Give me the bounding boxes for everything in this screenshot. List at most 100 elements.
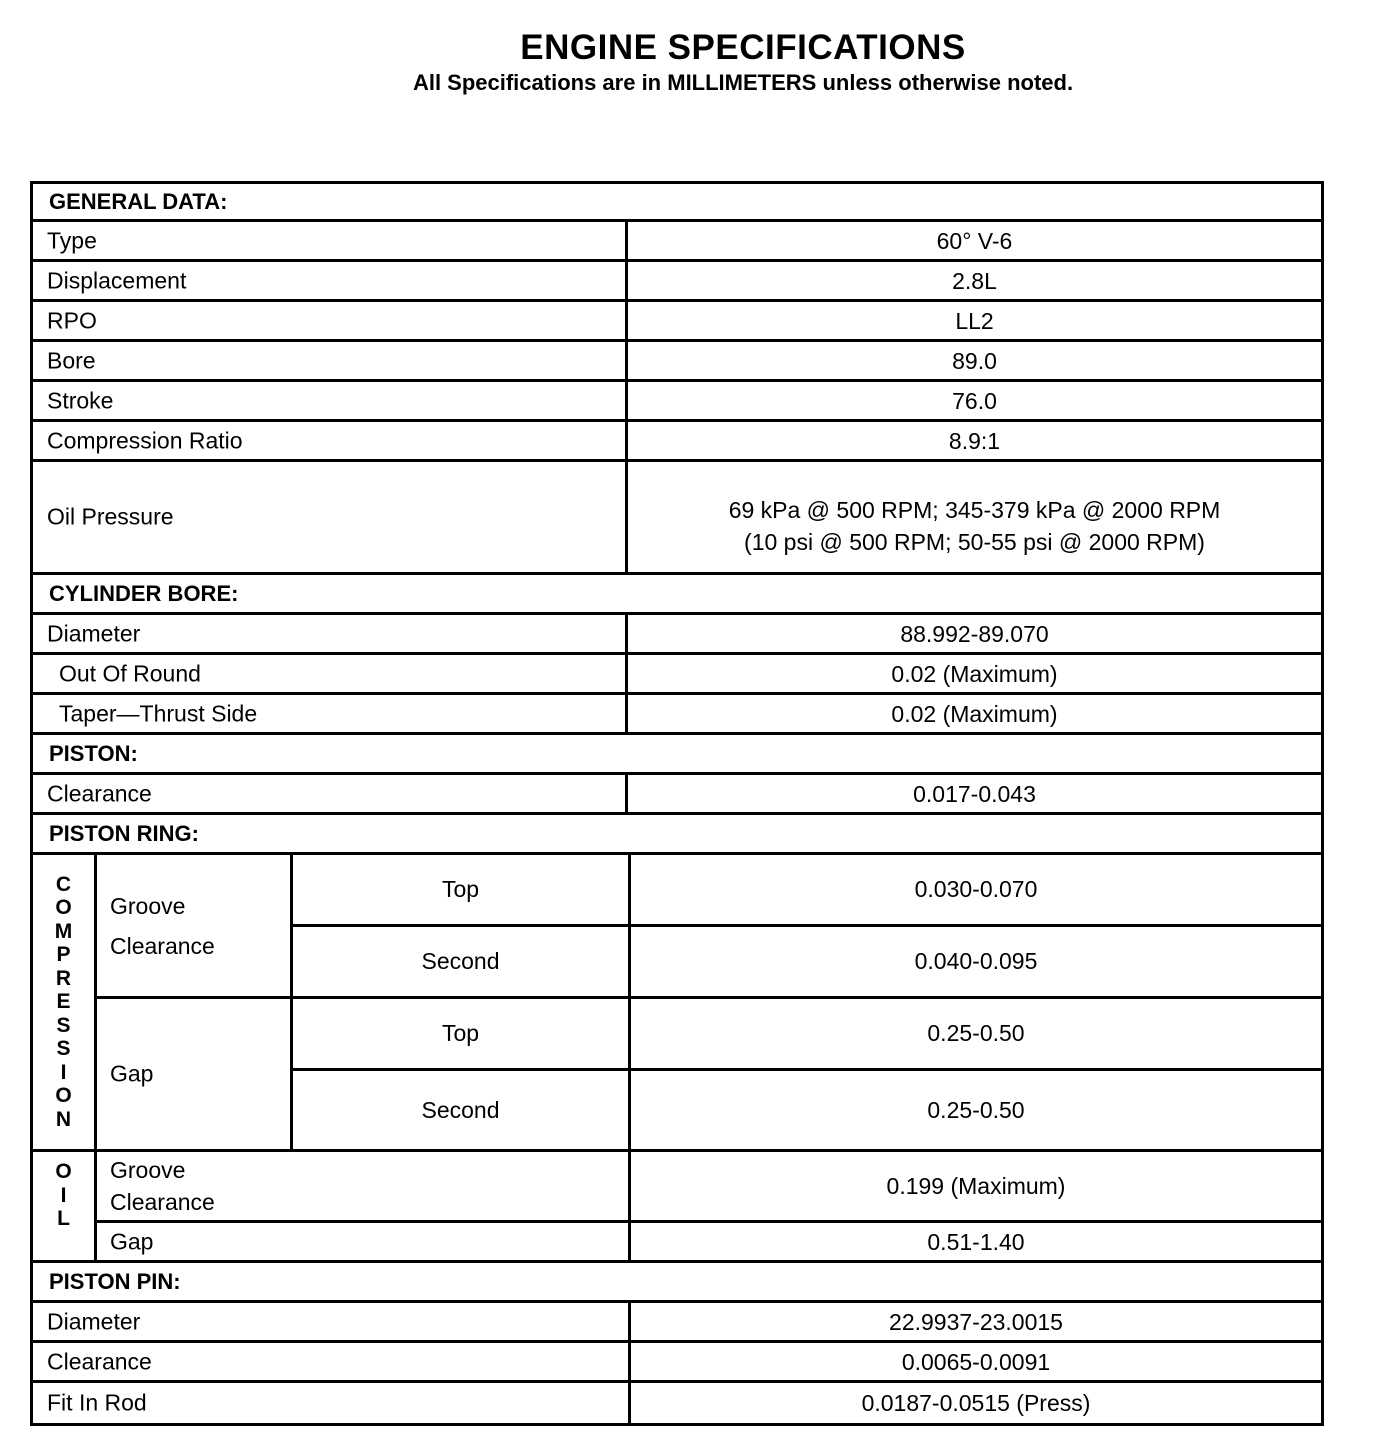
value-text: 88.992-89.070 <box>900 620 1049 647</box>
row-value: 0.25-0.50 <box>628 1071 1321 1152</box>
row-value: 88.992-89.070 <box>625 615 1321 652</box>
value-text: 0.51-1.40 <box>927 1228 1025 1255</box>
row-label: Out Of Round <box>59 660 201 686</box>
row-label: Stroke <box>47 387 114 413</box>
row-value: 0.25-0.50 <box>628 999 1321 1071</box>
table-row: Out Of Round 0.02 (Maximum) <box>33 655 1321 695</box>
section-header-piston-pin: PISTON PIN: <box>33 1263 1321 1303</box>
table-row: Clearance 0.0065-0.0091 <box>33 1343 1321 1383</box>
value-text: 60° V-6 <box>936 227 1013 254</box>
row-label: Type <box>47 227 97 253</box>
row-value: 2.8L <box>625 262 1321 299</box>
row-value: 0.51-1.40 <box>628 1223 1321 1260</box>
row-label: Fit In Rod <box>47 1389 147 1416</box>
vertical-letter: P <box>56 943 71 967</box>
label-text: Groove Clearance <box>110 1154 215 1218</box>
vertical-letter: O <box>55 896 72 920</box>
section-header-general: GENERAL DATA: <box>33 184 1321 222</box>
section-title: CYLINDER BORE: <box>49 580 239 606</box>
value-text: 0.199 (Maximum) <box>886 1173 1066 1199</box>
row-value: 0.040-0.095 <box>628 927 1321 999</box>
row-value: 89.0 <box>625 342 1321 379</box>
vertical-letter: L <box>57 1207 70 1230</box>
value-text-psi: (10 psi @ 500 RPM; 50-55 psi @ 2000 RPM) <box>744 529 1205 555</box>
vertical-letter: I <box>60 1183 67 1207</box>
table-row: Type 60° V-6 <box>33 222 1321 262</box>
row-label: Clearance <box>47 1348 152 1374</box>
vertical-letter: N <box>55 1107 72 1131</box>
row-label: Taper—Thrust Side <box>59 700 258 726</box>
row-label: Diameter <box>47 1308 141 1334</box>
row-value: 0.02 (Maximum) <box>625 695 1321 732</box>
table-row: Displacement 2.8L <box>33 262 1321 302</box>
vertical-letter: M <box>54 919 73 943</box>
page-subtitle: All Specifications are in MILLIMETERS un… <box>412 70 1074 95</box>
spec-table: GENERAL DATA: Type 60° V-6 Displacement 2.… <box>30 181 1324 1426</box>
section-title: PISTON RING: <box>49 820 199 846</box>
section-title: PISTON: <box>49 740 138 766</box>
gap-label: Gap <box>97 999 293 1152</box>
table-row: Compression Ratio 8.9:1 <box>33 422 1321 462</box>
value-text: 8.9:1 <box>948 427 1001 454</box>
row-value: 76.0 <box>625 382 1321 419</box>
row-label: Bore <box>47 347 96 373</box>
value-text: 0.0187-0.0515 (Press) <box>861 1390 1091 1416</box>
row-value: 0.030-0.070 <box>628 855 1321 927</box>
ring-position: Second <box>293 1071 628 1152</box>
row-value: 0.017-0.043 <box>625 775 1321 812</box>
table-row: Bore 89.0 <box>33 342 1321 382</box>
groove-clearance-label: Groove Clearance <box>97 855 293 999</box>
table-row: Fit In Rod 0.0187-0.0515 (Press) <box>33 1383 1321 1423</box>
label-text: Gap <box>110 1060 154 1087</box>
vertical-letter: C <box>55 872 72 896</box>
section-header-cylinder-bore: CYLINDER BORE: <box>33 575 1321 615</box>
row-value: 0.02 (Maximum) <box>625 655 1321 692</box>
row-value: 22.9937-23.0015 <box>628 1303 1321 1340</box>
value-text: 22.9937-23.0015 <box>889 1308 1063 1335</box>
label-line: Groove <box>110 1157 186 1183</box>
section-title: PISTON PIN: <box>49 1268 181 1294</box>
value-text: 0.02 (Maximum) <box>891 660 1058 687</box>
label-text: Gap <box>110 1228 154 1254</box>
table-row: Taper—Thrust Side 0.02 (Maximum) <box>33 695 1321 735</box>
table-row: Diameter 88.992-89.070 <box>33 615 1321 655</box>
row-label: Oil Pressure <box>47 503 174 530</box>
vertical-letter: R <box>55 966 72 990</box>
label-text: Groove Clearance <box>110 886 215 966</box>
value-text: 0.02 (Maximum) <box>891 700 1058 727</box>
page-title: ENGINE SPECIFICATIONS <box>520 28 966 67</box>
table-row: Groove Clearance 0.199 (Maximum) <box>97 1152 1321 1223</box>
section-header-piston: PISTON: <box>33 735 1321 775</box>
table-row: Stroke 76.0 <box>33 382 1321 422</box>
row-value: 69 kPa @ 500 RPM; 345-379 kPa @ 2000 RPM… <box>625 462 1321 572</box>
vertical-letter: S <box>56 1037 71 1061</box>
row-value: 0.199 (Maximum) <box>628 1152 1321 1220</box>
vertical-letter: S <box>56 1013 71 1037</box>
row-label: RPO <box>47 307 97 333</box>
ring-position: Top <box>293 855 628 927</box>
table-row: Diameter 22.9937-23.0015 <box>33 1303 1321 1343</box>
row-value: LL2 <box>625 302 1321 339</box>
label-line: Clearance <box>110 932 215 959</box>
ring-position: Second <box>293 927 628 999</box>
row-label: Diameter <box>47 620 141 646</box>
row-label: Compression Ratio <box>47 427 243 453</box>
value-text: 69 kPa @ 500 RPM; 345-379 kPa @ 2000 RPM <box>728 497 1221 523</box>
value-text: 0.017-0.043 <box>913 780 1036 807</box>
table-row: Oil Pressure 69 kPa @ 500 RPM; 345-379 kP… <box>33 462 1321 575</box>
row-value: 0.0065-0.0091 <box>628 1343 1321 1380</box>
value-text: 0.0065-0.0091 <box>901 1348 1051 1375</box>
value-text: LL2 <box>955 307 994 334</box>
value-text: 76.0 <box>952 387 997 414</box>
vertical-letter: O <box>55 1160 72 1183</box>
ring-position: Top <box>293 999 628 1071</box>
vertical-letter: I <box>60 1060 67 1084</box>
section-header-piston-ring: PISTON RING: <box>33 815 1321 855</box>
table-row: Gap 0.51-1.40 <box>97 1223 1321 1263</box>
row-value: 8.9:1 <box>625 422 1321 459</box>
label-line: Clearance <box>110 1189 215 1215</box>
table-row: Clearance 0.017-0.043 <box>33 775 1321 815</box>
row-value: 0.0187-0.0515 (Press) <box>628 1383 1321 1423</box>
